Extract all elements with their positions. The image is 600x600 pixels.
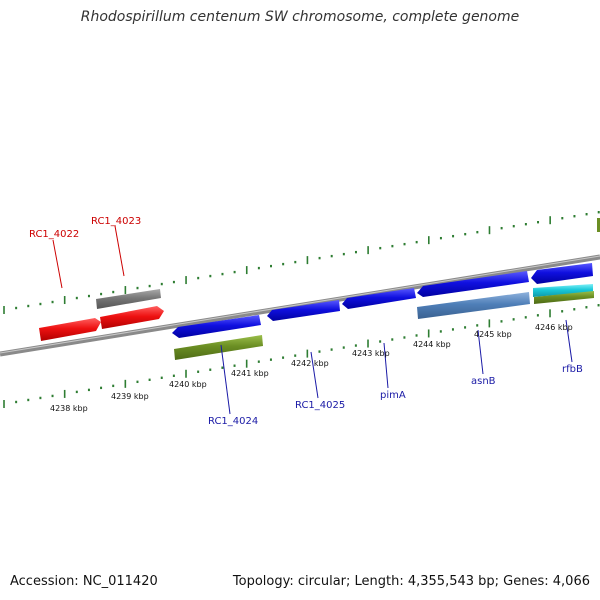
map-title: Rhodospirillum centenum SW chromosome, c… xyxy=(80,9,520,25)
gene-pima[interactable] xyxy=(342,288,416,309)
tick-label: 4246 kbp xyxy=(535,323,573,332)
gene-asnb-steel[interactable] xyxy=(417,292,530,319)
kbp-tick-labels: 4238 kbp 4239 kbp 4240 kbp 4241 kbp 4242… xyxy=(50,323,573,413)
tick-label: 4239 kbp xyxy=(111,392,149,401)
gene-features xyxy=(39,218,600,360)
gene-label-rfbb[interactable]: rfbB xyxy=(562,364,583,375)
tick-label: 4241 kbp xyxy=(231,369,269,378)
gene-callouts xyxy=(52,225,573,415)
gene-rfbb-cyan[interactable] xyxy=(533,284,593,297)
gene-rc1-4024[interactable] xyxy=(172,315,261,338)
inner-tick-ring xyxy=(3,304,600,408)
accession-text: Accession: NC_011420 xyxy=(10,574,158,589)
gene-rfbb-olive[interactable] xyxy=(534,291,594,304)
gene-label-pima[interactable]: pimA xyxy=(380,390,406,401)
gene-rc1-4025[interactable] xyxy=(267,300,340,321)
gene-label-asnb[interactable]: asnB xyxy=(471,376,496,387)
gene-rc1-4024-rna[interactable] xyxy=(174,335,263,360)
tick-label: 4240 kbp xyxy=(169,380,207,389)
chromosome-backbone xyxy=(0,254,600,357)
chromosome-backbone-highlight xyxy=(0,255,600,354)
outer-tick-ring xyxy=(3,211,600,314)
gene-edge-feature[interactable] xyxy=(597,218,600,232)
tick-label: 4238 kbp xyxy=(50,404,88,413)
gene-label-rc1-4024[interactable]: RC1_4024 xyxy=(208,416,258,427)
gene-rc1-4023[interactable] xyxy=(100,306,164,329)
genome-stats-text: Topology: circular; Length: 4,355,543 bp… xyxy=(232,574,590,589)
tick-label: 4244 kbp xyxy=(413,340,451,349)
gene-label-rc1-4022[interactable]: RC1_4022 xyxy=(29,229,79,240)
tick-label: 4243 kbp xyxy=(352,349,390,358)
gene-rc1-4022[interactable] xyxy=(39,318,101,341)
gene-asnb[interactable] xyxy=(417,271,529,297)
tick-label: 4245 kbp xyxy=(474,330,512,339)
tick-label: 4242 kbp xyxy=(291,359,329,368)
gene-rfbb[interactable] xyxy=(531,263,593,284)
gene-labels: RC1_4022 RC1_4023 RC1_4024 RC1_4025 pimA… xyxy=(29,216,583,427)
gene-label-rc1-4025[interactable]: RC1_4025 xyxy=(295,400,345,411)
gene-label-rc1-4023[interactable]: RC1_4023 xyxy=(91,216,141,227)
gene-rc1-4023-feature[interactable] xyxy=(96,289,161,309)
